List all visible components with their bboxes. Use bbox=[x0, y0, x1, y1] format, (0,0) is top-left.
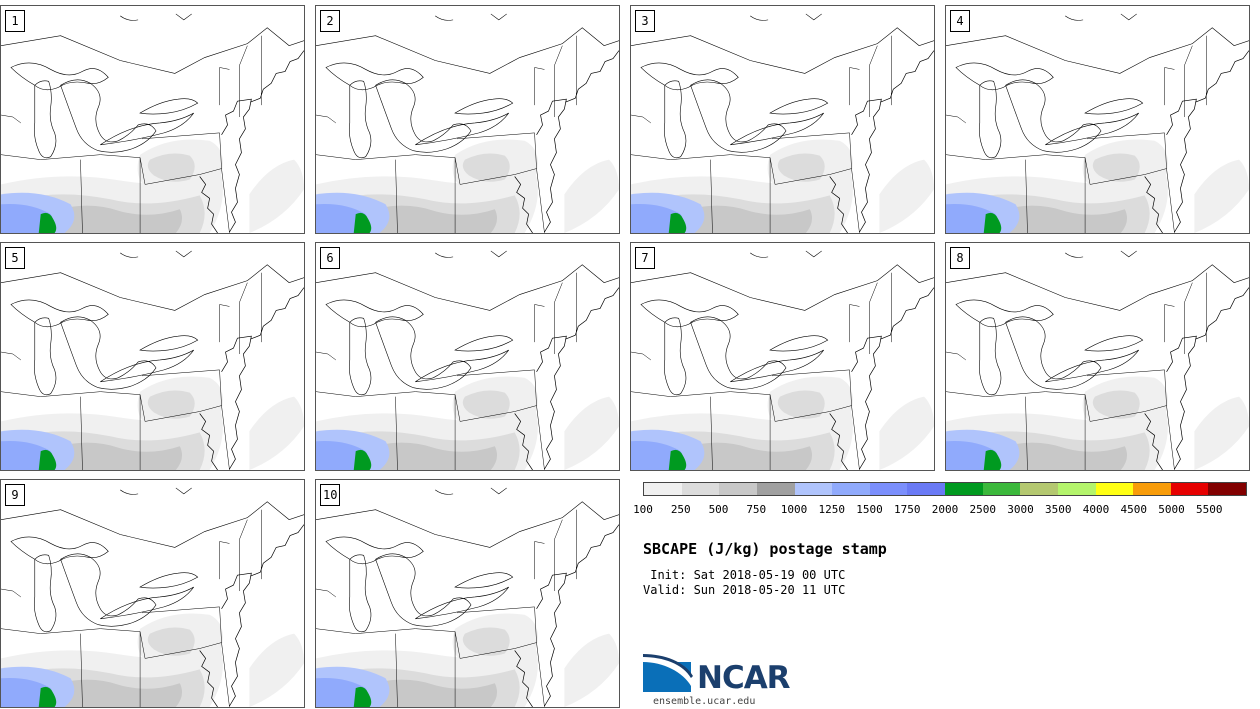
member-number-label: 8 bbox=[950, 247, 970, 269]
colorbar-tick-label: 1250 bbox=[818, 503, 846, 516]
member-number-label: 10 bbox=[320, 484, 341, 506]
ensemble-member-panel: 10 bbox=[315, 479, 620, 708]
colorbar-swatch bbox=[1020, 483, 1058, 495]
member-number-label: 1 bbox=[5, 10, 25, 32]
colorbar-swatch bbox=[1170, 483, 1209, 495]
ensemble-member-panel: 2 bbox=[315, 5, 620, 234]
member-map bbox=[1, 250, 304, 470]
member-number-label: 3 bbox=[635, 10, 655, 32]
member-number-label: 2 bbox=[320, 10, 340, 32]
init-time: Init: Sat 2018-05-19 00 UTC bbox=[643, 568, 846, 582]
colorbar-swatch bbox=[756, 483, 795, 495]
colorbar-tick-label: 750 bbox=[746, 503, 767, 516]
colorbar-tick-label: 4500 bbox=[1120, 503, 1148, 516]
colorbar-swatch bbox=[1095, 483, 1134, 495]
colorbar-swatch bbox=[945, 483, 983, 495]
colorbar-swatch bbox=[1208, 483, 1246, 495]
colorbar-tick-label: 1750 bbox=[894, 503, 921, 516]
ensemble-member-panel: 6 bbox=[315, 242, 620, 471]
colorbar-swatch bbox=[869, 483, 908, 495]
ncar-logo-text: NCAR bbox=[697, 660, 791, 696]
website-url: ensemble.ucar.edu bbox=[653, 696, 756, 707]
ensemble-member-panel: 8 bbox=[945, 242, 1250, 471]
valid-time: Valid: Sun 2018-05-20 11 UTC bbox=[643, 583, 846, 597]
colorbar-swatch bbox=[1057, 483, 1096, 495]
member-map bbox=[946, 13, 1249, 233]
member-number-label: 9 bbox=[5, 484, 25, 506]
colorbar-tick-label: 3000 bbox=[1007, 503, 1034, 516]
member-number-label: 4 bbox=[950, 10, 970, 32]
colorbar-tick-label: 2000 bbox=[931, 503, 959, 516]
member-map bbox=[316, 250, 619, 470]
ensemble-member-panel: 7 bbox=[630, 242, 935, 471]
colorbar-swatch bbox=[832, 483, 870, 495]
ensemble-member-panel: 1 bbox=[0, 5, 305, 234]
colorbar-tick-label: 500 bbox=[708, 503, 729, 516]
ensemble-member-panel: 9 bbox=[0, 479, 305, 708]
colorbar-tick-label: 1000 bbox=[780, 503, 808, 516]
colorbar-tick-label: 250 bbox=[670, 503, 691, 516]
member-number-label: 7 bbox=[635, 247, 655, 269]
colorbar-swatch bbox=[794, 483, 833, 495]
colorbar-swatch bbox=[644, 483, 682, 495]
colorbar-swatch bbox=[681, 483, 720, 495]
member-map bbox=[631, 250, 934, 470]
colorbar-swatch bbox=[719, 483, 757, 495]
ensemble-member-panel: 5 bbox=[0, 242, 305, 471]
member-map bbox=[946, 250, 1249, 470]
member-number-label: 6 bbox=[320, 247, 340, 269]
ensemble-member-panel: 3 bbox=[630, 5, 935, 234]
colorbar-tick-label: 5500 bbox=[1196, 503, 1223, 516]
member-map bbox=[1, 487, 304, 707]
colorbar-swatch bbox=[982, 483, 1021, 495]
colorbar-swatch bbox=[907, 483, 945, 495]
colorbar-tick-labels: 100 250 500 750 1000 1250 1500 1750 2000 2500 3000… bbox=[633, 503, 1260, 517]
colorbar-tick-label: 100 bbox=[633, 503, 653, 516]
member-map bbox=[316, 487, 619, 707]
sbcape-colorbar bbox=[643, 482, 1247, 496]
colorbar-swatch bbox=[1133, 483, 1171, 495]
member-number-label: 5 bbox=[5, 247, 25, 269]
member-map bbox=[631, 13, 934, 233]
colorbar-tick-label: 4000 bbox=[1082, 503, 1110, 516]
colorbar-tick-label: 3500 bbox=[1045, 503, 1072, 516]
colorbar-tick-label: 2500 bbox=[969, 503, 997, 516]
colorbar-tick-label: 1500 bbox=[856, 503, 883, 516]
ensemble-member-panel: 4 bbox=[945, 5, 1250, 234]
colorbar-tick-label: 5000 bbox=[1158, 503, 1185, 516]
ncar-logo-icon bbox=[643, 654, 693, 692]
member-map bbox=[1, 13, 304, 233]
member-map bbox=[316, 13, 619, 233]
page-title: SBCAPE (J/kg) postage stamp bbox=[643, 540, 887, 558]
